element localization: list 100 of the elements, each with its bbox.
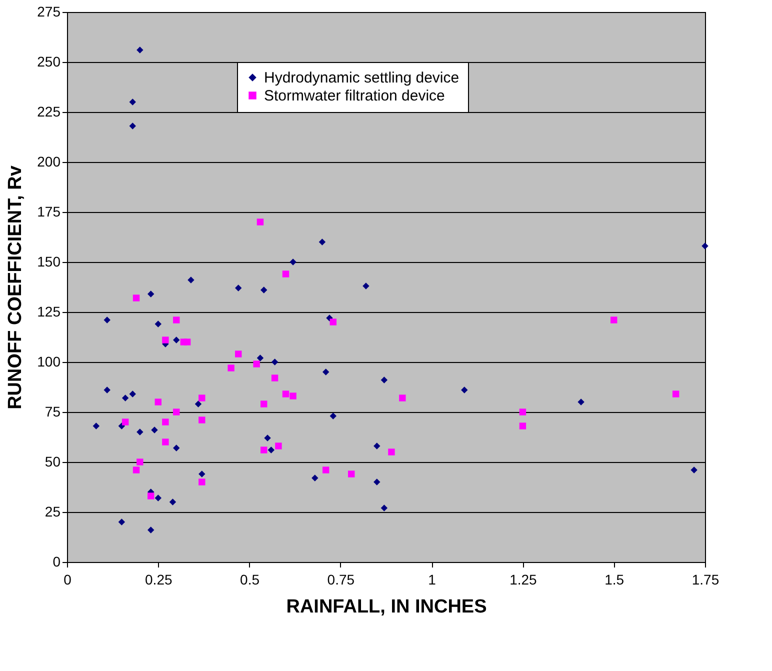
x-tick-label: 0 [64,572,72,588]
point [162,336,169,344]
y-tick-label: 75 [44,404,61,420]
point [104,386,110,394]
point [198,394,206,402]
x-tick-label: 1.25 [510,572,538,588]
y-tick-label: 125 [37,304,61,320]
point [268,446,275,454]
point [198,478,206,486]
y-tick-label: 225 [37,104,61,120]
point [330,412,336,420]
point [374,442,380,450]
x-tick-label: 1 [428,572,436,588]
y-axis-title: RUNOFF COEFFICIENT, Rv [5,165,26,410]
x-tick-label: 0.25 [145,572,172,588]
y-tick-label: 25 [44,504,61,520]
point [147,290,154,298]
point [104,316,110,324]
point [312,474,318,482]
point [198,470,206,478]
point [194,400,202,408]
x-tick-label: 1.75 [692,572,720,588]
point [136,458,144,466]
legend-label: Hydrodynamic settling device [264,70,460,86]
point [173,336,180,344]
point [672,390,680,398]
point [275,442,282,450]
y-tick-label: 275 [37,4,61,20]
point [282,390,290,398]
point [122,394,129,402]
point [380,376,388,384]
y-tick-label: 250 [37,54,61,70]
x-tick-label: 0.75 [327,572,355,588]
point [228,364,234,372]
point [154,398,162,406]
point [253,360,260,368]
point [129,390,136,398]
point [154,494,162,502]
y-tick-label: 100 [37,354,61,370]
point [322,368,330,376]
point [260,286,268,294]
point [173,408,180,416]
point [290,392,296,400]
point [374,478,380,486]
point [388,448,395,456]
point [264,434,271,442]
point [129,122,136,130]
legend-label: Stormwater filtration device [264,88,445,104]
point [147,526,154,534]
point [184,338,191,346]
point [132,294,140,302]
x-tick-label: 1.5 [604,572,624,588]
point [162,438,169,446]
point [154,320,162,328]
point [198,416,206,424]
point [122,418,129,426]
point [260,400,268,408]
point [380,504,388,512]
point [169,498,176,506]
point [256,354,264,362]
point [290,258,296,266]
point [461,386,468,394]
point [519,408,526,416]
point [147,492,154,500]
point [282,270,290,278]
point [234,284,242,292]
point [151,426,158,434]
y-tick-label: 200 [37,154,61,170]
point [610,316,618,324]
point [578,398,584,406]
y-tick-label: 175 [37,204,61,220]
point [92,422,100,430]
point [118,518,126,526]
y-tick-label: 50 [44,454,61,470]
x-tick-label: 0.5 [240,572,260,588]
point [260,446,268,454]
point [690,466,698,474]
y-tick-label: 150 [37,254,61,270]
point [318,238,326,246]
point [173,444,180,452]
point [136,46,144,54]
point [256,218,264,226]
point [129,98,136,106]
point [330,318,336,326]
point [271,374,278,382]
point [519,422,526,430]
y-tick-label: 0 [52,554,61,570]
point [136,428,144,436]
point [271,358,278,366]
point [322,466,330,474]
point [702,242,708,250]
point [188,276,194,284]
point [132,466,140,474]
point [162,418,169,426]
point [399,394,406,402]
point [173,316,180,324]
x-axis-title: RAINFALL, IN INCHES [286,596,487,618]
point [234,350,242,358]
point [348,470,355,478]
point [362,282,370,290]
